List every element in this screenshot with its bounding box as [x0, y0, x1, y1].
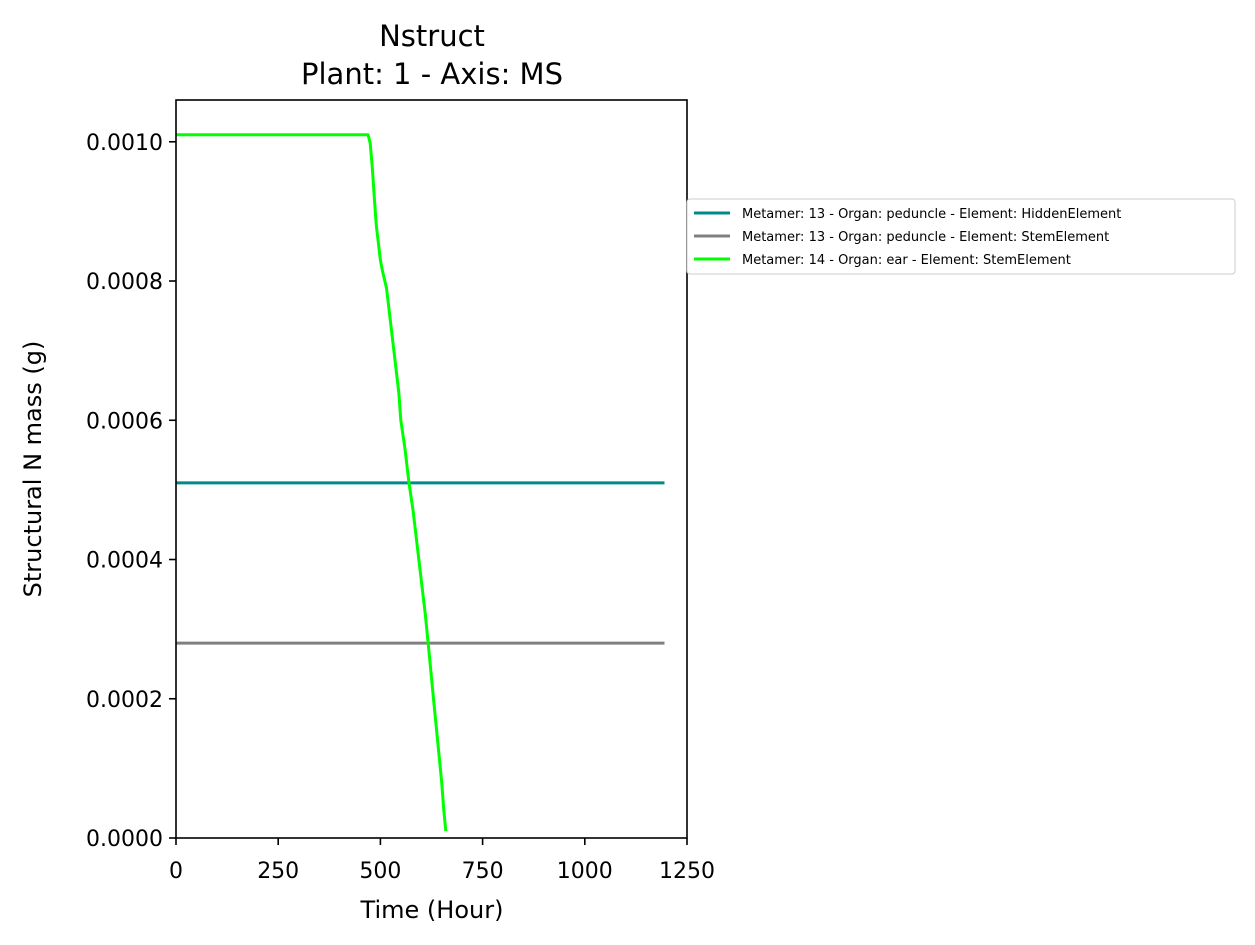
- x-tick-label: 1000: [557, 859, 613, 884]
- legend-label-2: Metamer: 13 - Organ: peduncle - Element:…: [742, 230, 1109, 245]
- x-tick-label: 500: [359, 859, 401, 884]
- x-tick-label: 750: [462, 859, 504, 884]
- y-tick-label: 0.0004: [86, 549, 163, 574]
- x-axis: 0 250 500 750 1000 1250: [169, 838, 715, 884]
- legend-label-1: Metamer: 13 - Organ: peduncle - Element:…: [742, 207, 1121, 222]
- legend-label-3: Metamer: 14 - Organ: ear - Element: Stem…: [742, 253, 1071, 268]
- chart-subtitle: Plant: 1 - Axis: MS: [301, 57, 563, 91]
- y-tick-label: 0.0008: [86, 270, 163, 295]
- y-axis: 0.0000 0.0002 0.0004 0.0006 0.0008 0.0010: [86, 131, 176, 852]
- y-axis-label: Structural N mass (g): [19, 341, 47, 598]
- x-tick-label: 0: [169, 859, 183, 884]
- plot-lines: [176, 133, 665, 832]
- plot-frame: [175, 99, 688, 839]
- series-line-3: [176, 133, 448, 832]
- x-tick-label: 1250: [659, 859, 715, 884]
- y-tick-label: 0.0002: [86, 688, 163, 713]
- y-tick-label: 0.0010: [86, 131, 163, 156]
- chart-title: Nstruct: [379, 19, 485, 53]
- legend: Metamer: 13 - Organ: peduncle - Element:…: [686, 198, 1236, 275]
- x-tick-label: 250: [257, 859, 299, 884]
- y-tick-label: 0.0000: [86, 827, 163, 852]
- legend-frame: [686, 198, 1236, 275]
- x-axis-label: Time (Hour): [360, 896, 504, 924]
- y-tick-label: 0.0006: [86, 409, 163, 434]
